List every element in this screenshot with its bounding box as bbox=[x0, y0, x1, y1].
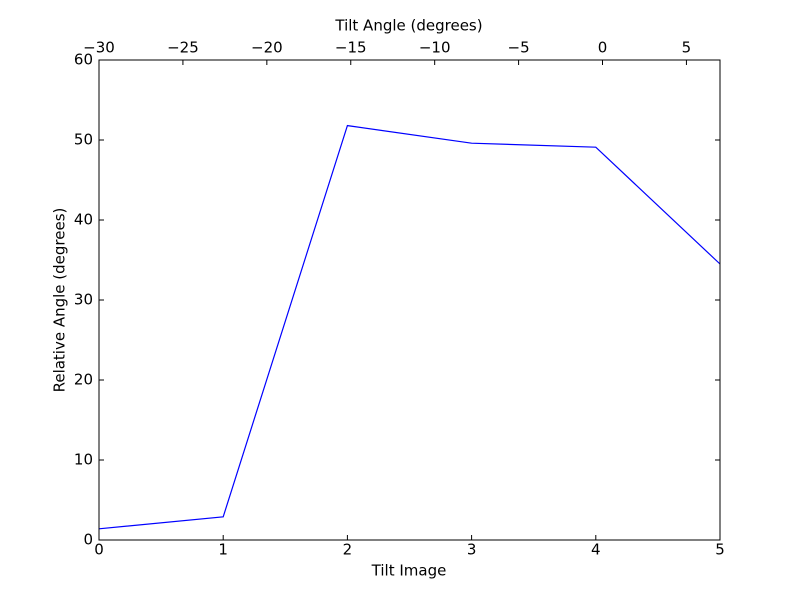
x2-tick-label: −10 bbox=[419, 39, 451, 57]
x-tick-label: 4 bbox=[591, 541, 601, 559]
y-axis-label: Relative Angle (degrees) bbox=[51, 208, 69, 393]
y-tick-label: 10 bbox=[74, 451, 93, 469]
x2-tick-label: −30 bbox=[83, 39, 115, 57]
y-tick-label: 50 bbox=[74, 131, 93, 149]
y-tick-label: 40 bbox=[74, 211, 93, 229]
plot-frame bbox=[98, 59, 721, 541]
y-tick-label: 20 bbox=[74, 371, 93, 389]
x2-tick-label: −15 bbox=[335, 39, 367, 57]
x2-tick-label: 0 bbox=[598, 39, 608, 57]
x-tick-label: 3 bbox=[467, 541, 477, 559]
y-tick-label: 30 bbox=[74, 291, 93, 309]
x2-tick-label: −20 bbox=[251, 39, 283, 57]
x-tick-label: 1 bbox=[218, 541, 228, 559]
y-tick-label: 0 bbox=[83, 531, 93, 549]
x2-tick-label: −5 bbox=[508, 39, 530, 57]
data-line bbox=[98, 124, 721, 530]
y-tick-label: 60 bbox=[74, 51, 93, 69]
x2-axis-label: Tilt Angle (degrees) bbox=[334, 17, 482, 35]
x2-tick-label: 5 bbox=[682, 39, 692, 57]
x-tick-label: 5 bbox=[715, 541, 725, 559]
x2-tick-label: −25 bbox=[167, 39, 199, 57]
x-axis-label: Tilt Image bbox=[371, 562, 447, 580]
x-tick-label: 0 bbox=[94, 541, 104, 559]
x-tick-label: 2 bbox=[343, 541, 353, 559]
